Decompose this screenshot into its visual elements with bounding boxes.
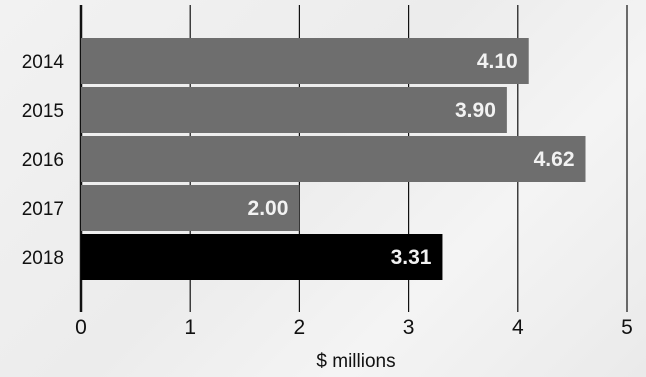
category-labels: 2014 2015 2016 2017 2018	[22, 52, 65, 269]
category-label: 2016	[22, 150, 64, 171]
category-label: 2017	[22, 199, 64, 220]
x-tick-label: 1	[184, 316, 196, 339]
x-tick-label: 2	[294, 316, 306, 339]
data-label: 3.90	[455, 99, 496, 122]
category-label: 2015	[22, 101, 64, 122]
x-tick-labels: 0 1 2 3 4 5	[75, 316, 633, 339]
category-label: 2014	[22, 52, 65, 73]
bar-2015	[81, 87, 507, 133]
bar-2018	[81, 234, 443, 280]
data-label: 4.62	[534, 148, 575, 171]
bar-2014	[81, 38, 529, 84]
data-label: 3.31	[391, 246, 432, 269]
x-tick-label: 0	[75, 316, 87, 339]
x-axis-label: $ millions	[316, 351, 395, 372]
x-tick-label: 3	[403, 316, 415, 339]
bars: 4.10 3.90 4.62 2.00 3.31	[81, 38, 586, 280]
x-tick-label: 4	[512, 316, 524, 339]
data-label: 2.00	[248, 197, 289, 220]
data-label: 4.10	[477, 50, 518, 73]
bar-2016	[81, 136, 586, 182]
category-label: 2018	[22, 248, 64, 269]
bar-2017	[81, 185, 300, 231]
x-tick-label: 5	[621, 316, 633, 339]
